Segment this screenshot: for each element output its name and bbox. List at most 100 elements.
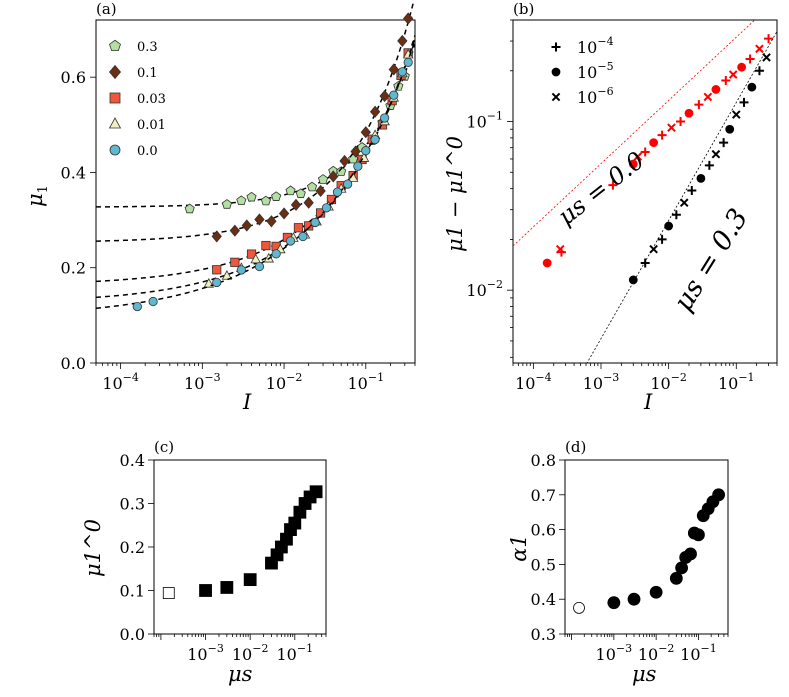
a-x-tick-label-2: 10−2 — [266, 371, 303, 393]
series-0-point — [236, 195, 247, 206]
a-x-tick-label-1: 10−3 — [184, 371, 221, 393]
series-4-point — [271, 249, 281, 259]
d-x-tick-label-2-base: 10 — [680, 645, 700, 664]
b-x-tick-label-2: 10−2 — [650, 371, 687, 393]
a-x-tick-label-3-base: 10 — [348, 374, 368, 393]
y-tick-label-0: 0.0 — [61, 354, 86, 373]
b-x-tick-label-0: 10−4 — [515, 371, 552, 393]
a-x-tick-label-1-base: 10 — [184, 374, 204, 393]
b-series-0-point — [556, 247, 566, 257]
b-legend-label-2: 10−6 — [577, 85, 614, 107]
legend-label-0: 0.3 — [137, 40, 158, 55]
series-4-point — [285, 236, 296, 246]
series-2-point — [261, 240, 271, 251]
b-x-tick-label-1-base: 10 — [583, 374, 603, 393]
c-x-tick-label-0-exp: −3 — [208, 642, 224, 655]
series-0-point — [184, 203, 195, 214]
b-legend-marker-0 — [551, 42, 561, 52]
d-point — [649, 585, 663, 599]
b-series-0-point — [608, 180, 618, 190]
panel-c-x-ticks: 10−3 10−2 10−1 — [153, 634, 327, 664]
b-series-1-point — [657, 234, 667, 244]
panel-d-frame — [564, 459, 729, 635]
b-legend-label-0-exp: −4 — [597, 35, 613, 48]
d-x-tick-label-2: 10−1 — [680, 642, 717, 664]
b-series-0-point — [667, 123, 676, 132]
series-1-point — [360, 126, 371, 139]
d-point — [669, 571, 683, 585]
b-series-1-point — [754, 66, 764, 76]
b-legend-label-1: 10−5 — [577, 60, 614, 82]
series-1-point — [328, 170, 339, 183]
series-1-point — [229, 224, 241, 237]
series-4-point — [132, 301, 142, 312]
b-legend-label-1-base: 10 — [577, 63, 597, 82]
b-series-0-point — [745, 54, 755, 64]
c-x-tick-label-2-base: 10 — [277, 645, 297, 664]
series-1-point — [266, 215, 277, 228]
panel-a-label: (a) — [96, 0, 117, 18]
series-1-point — [241, 219, 252, 232]
b-x-tick-label-2-exp: −2 — [671, 371, 687, 384]
legend-label-1: 0.1 — [137, 66, 158, 81]
d-point — [692, 528, 705, 542]
panel-c-y-ticks: 0.0 0.1 0.2 0.3 0.4 — [120, 451, 154, 644]
series-1-point — [339, 154, 350, 168]
series-4-point — [148, 296, 158, 307]
panel-b-y-label: μ1 − μ1^0 — [443, 136, 467, 252]
panel-c: (c) 10−3 10−2 10−1 0.00.10.20.30.4 μs μ1^0 — [81, 438, 327, 686]
series-4-point — [332, 187, 343, 197]
b-x-tick-label-0-exp: −4 — [535, 371, 551, 384]
b-series-1-point — [762, 53, 771, 62]
panel-b-x-label: I — [643, 390, 653, 414]
panel-b-x-ticks: 10−4 10−3 10−2 10−1 — [512, 363, 778, 393]
series-4-point — [389, 90, 399, 100]
series-1-point — [303, 196, 314, 209]
b-series-0-point — [649, 138, 659, 148]
series-4-point — [361, 146, 371, 156]
series-4-point — [310, 217, 320, 228]
panel-a: (a) 10−4 10−3 10−2 10−1 0.00.20.40.6 0.30.1… — [23, 0, 416, 414]
b-series-1-point — [671, 210, 681, 220]
b-inner — [513, 20, 777, 363]
b-series-0-point — [737, 62, 747, 72]
b-x-tick-label-1: 10−3 — [583, 371, 620, 393]
b-series-0-point — [711, 85, 721, 94]
b-x-tick-label-2-base: 10 — [650, 374, 670, 393]
b-series-0-point — [764, 34, 774, 44]
panel-c-x-label: μs — [228, 662, 253, 686]
d-point — [607, 596, 621, 610]
series-4-point — [254, 261, 265, 272]
d-y-tick-label-5: 0.8 — [531, 451, 556, 470]
y-tick-label-1: 0.2 — [61, 259, 86, 278]
b-series-0-point — [657, 130, 667, 140]
panel-a-y-label-sub: 1 — [36, 185, 51, 193]
a-x-tick-label-2-base: 10 — [266, 374, 286, 393]
c-point — [243, 573, 257, 587]
panel-a-x-ticks: 10−4 10−3 10−2 10−1 — [95, 363, 416, 393]
c-y-tick-label-1: 0.1 — [120, 582, 145, 601]
b-series-1-point — [704, 160, 714, 170]
c-y-tick-label-2: 0.2 — [120, 538, 145, 557]
series-0-point — [260, 195, 272, 206]
annotation-mu-s-0: μs = 0.0 — [552, 146, 649, 231]
c-x-tick-label-1-base: 10 — [232, 645, 252, 664]
series-4-point — [370, 134, 380, 145]
d-point — [627, 592, 641, 606]
series-0-point — [306, 181, 318, 192]
panel-b-legend: 10 −4 10−5 10−6 — [551, 35, 614, 107]
b-series-0-point — [633, 152, 643, 161]
series-3-point — [250, 253, 262, 264]
series-2-point — [293, 223, 304, 233]
d-y-tick-label-0: 0.3 — [531, 625, 556, 644]
b-series-1-point — [747, 82, 757, 92]
panel-a-plot-area — [95, 0, 416, 312]
b-y-tick-label-1-exp: −1 — [487, 110, 503, 123]
panel-c-frame — [153, 459, 327, 635]
annotation-mu-s-3: μs = 0.3 — [668, 203, 755, 316]
panel-b-label: (b) — [513, 0, 534, 18]
d-x-tick-label-0-exp: −3 — [616, 642, 632, 655]
b-series-1-point — [711, 149, 721, 159]
a-x-tick-label-1-exp: −3 — [204, 371, 220, 384]
